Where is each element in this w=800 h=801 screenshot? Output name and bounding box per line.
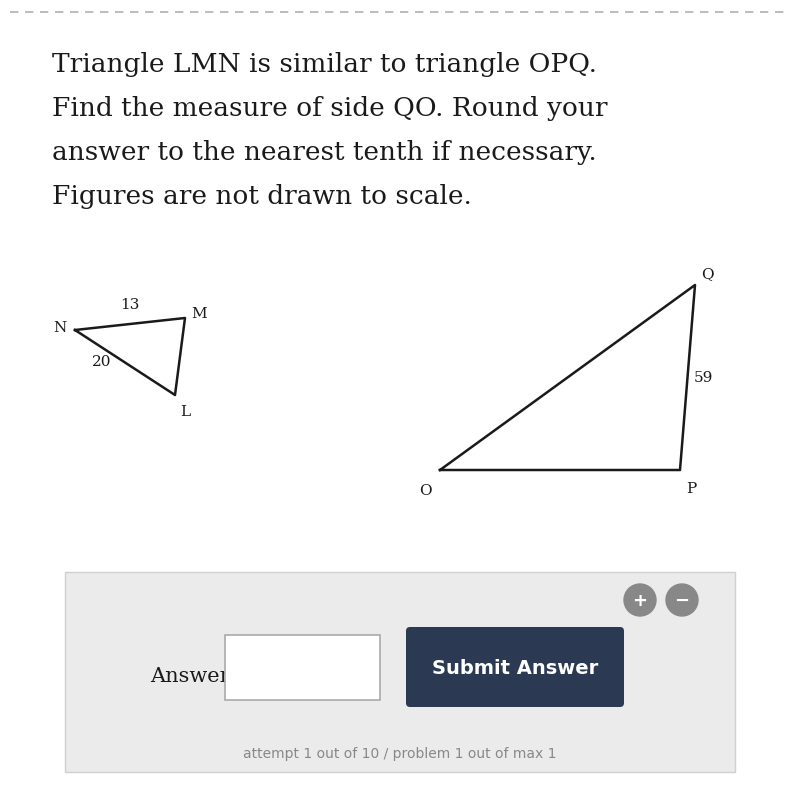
Circle shape <box>624 584 656 616</box>
Text: L: L <box>180 405 190 419</box>
FancyBboxPatch shape <box>406 627 624 707</box>
Text: Submit Answer: Submit Answer <box>432 658 598 678</box>
Text: N: N <box>54 321 67 335</box>
Text: −: − <box>674 592 690 610</box>
FancyBboxPatch shape <box>225 635 380 700</box>
Text: Figures are not drawn to scale.: Figures are not drawn to scale. <box>52 184 472 209</box>
Text: 20: 20 <box>91 356 111 369</box>
FancyBboxPatch shape <box>65 572 735 772</box>
Text: Find the measure of side QO. Round your: Find the measure of side QO. Round your <box>52 96 607 121</box>
Text: Answer:: Answer: <box>150 666 237 686</box>
Text: Triangle LMN is similar to triangle OPQ.: Triangle LMN is similar to triangle OPQ. <box>52 52 597 77</box>
Text: P: P <box>686 482 696 496</box>
Text: attempt 1 out of 10 / problem 1 out of max 1: attempt 1 out of 10 / problem 1 out of m… <box>243 747 557 761</box>
Text: answer to the nearest tenth if necessary.: answer to the nearest tenth if necessary… <box>52 140 597 165</box>
Text: +: + <box>633 592 647 610</box>
Circle shape <box>666 584 698 616</box>
Text: Q: Q <box>701 267 714 281</box>
Text: O: O <box>419 484 432 498</box>
Text: M: M <box>191 307 206 321</box>
Text: 59: 59 <box>694 371 714 384</box>
Text: 13: 13 <box>120 298 140 312</box>
